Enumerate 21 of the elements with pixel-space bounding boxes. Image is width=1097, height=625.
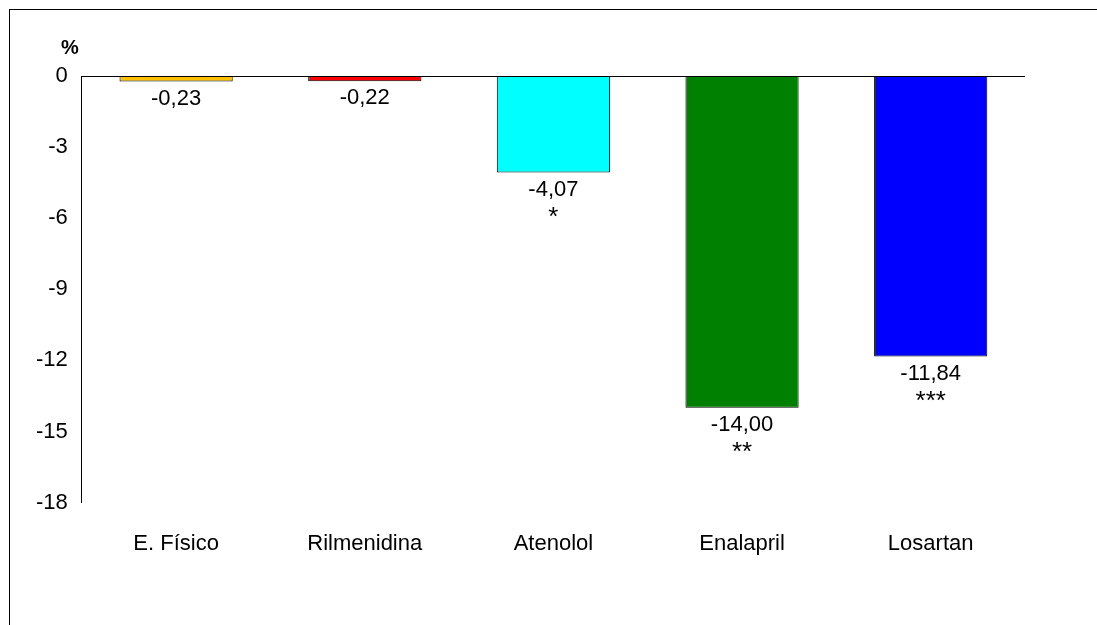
y-tick-label: -6 (48, 204, 68, 230)
y-tick-label: -9 (48, 275, 68, 301)
x-tick-label: E. Físico (133, 529, 219, 555)
y-tick-label: -12 (36, 346, 68, 372)
data-label: -0,22 (339, 84, 390, 110)
y-tick-label: -18 (36, 488, 68, 514)
data-label: -11,84 (900, 359, 962, 385)
x-tick-label: Enalapril (699, 529, 785, 555)
y-tick-label: -3 (48, 133, 68, 159)
annotation: ** (731, 435, 753, 466)
annotation: *** (915, 384, 946, 415)
data-label: -0,23 (151, 84, 202, 110)
data-label: -4,07 (528, 175, 579, 201)
annotation: * (548, 200, 559, 231)
x-tick-label: Rilmenidina (307, 529, 423, 555)
data-label: -14,00 (710, 410, 774, 436)
x-tick-label: Atenolol (513, 529, 594, 555)
x-tick-label: Losartan (887, 529, 974, 555)
y-tick-label: 0 (55, 62, 68, 88)
y-tick-label: -15 (36, 417, 68, 443)
y-axis-title: % (60, 35, 79, 58)
